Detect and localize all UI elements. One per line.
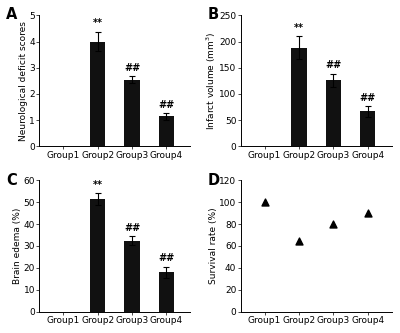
Point: [261, 199, 268, 205]
Text: ##: ##: [124, 63, 140, 73]
Text: B: B: [207, 7, 218, 22]
Text: **: **: [93, 179, 103, 189]
Text: C: C: [6, 172, 17, 187]
Text: **: **: [294, 23, 304, 33]
Y-axis label: Survival rate (%): Survival rate (%): [209, 208, 218, 284]
Text: ##: ##: [158, 253, 174, 263]
Text: ##: ##: [158, 100, 174, 110]
Text: **: **: [93, 18, 103, 28]
Bar: [326, 80, 341, 147]
Bar: [124, 80, 140, 147]
Bar: [124, 240, 140, 311]
Bar: [90, 42, 106, 147]
Bar: [90, 199, 106, 311]
Bar: [159, 272, 174, 311]
Y-axis label: Brain edema (%): Brain edema (%): [13, 208, 22, 284]
Point: [330, 221, 336, 227]
Text: ##: ##: [325, 60, 342, 70]
Bar: [159, 116, 174, 147]
Text: ##: ##: [360, 93, 376, 103]
Text: D: D: [207, 172, 220, 187]
Text: A: A: [6, 7, 18, 22]
Y-axis label: Neurological deficit scores: Neurological deficit scores: [19, 21, 28, 141]
Bar: [360, 111, 375, 147]
Point: [296, 238, 302, 243]
Text: ##: ##: [124, 223, 140, 233]
Bar: [291, 48, 307, 147]
Y-axis label: Infarct volume (mm$^3$): Infarct volume (mm$^3$): [204, 32, 218, 130]
Point: [364, 210, 371, 216]
